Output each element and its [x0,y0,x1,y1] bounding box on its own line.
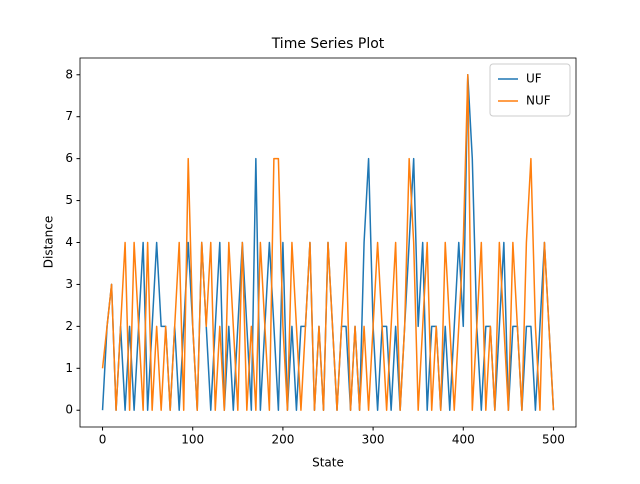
x-tick-label: 200 [271,433,294,447]
y-tick-label: 3 [65,277,73,291]
x-tick-label: 300 [362,433,385,447]
y-tick-label: 6 [65,151,73,165]
y-tick-label: 1 [65,361,73,375]
y-axis-label: Distance [42,216,56,268]
y-tick-label: 7 [65,109,73,123]
y-tick-label: 8 [65,67,73,81]
y-tick-label: 4 [65,235,73,249]
legend: UF NUF [489,63,571,117]
x-axis-label: State [312,456,344,470]
y-tick-label: 0 [65,403,73,417]
y-tick-label: 2 [65,319,73,333]
x-tick-label: 100 [181,433,204,447]
chart-title: Time Series Plot [271,36,385,52]
line-series [101,74,555,411]
x-tick-label: 500 [542,433,565,447]
x-tick-label: 400 [452,433,475,447]
legend-label: NUF [526,94,551,108]
x-tick-label: 0 [99,433,107,447]
legend-label: UF [526,72,542,86]
y-tick-label: 5 [65,193,73,207]
legend-box [489,63,571,117]
plot-frame [79,57,577,428]
